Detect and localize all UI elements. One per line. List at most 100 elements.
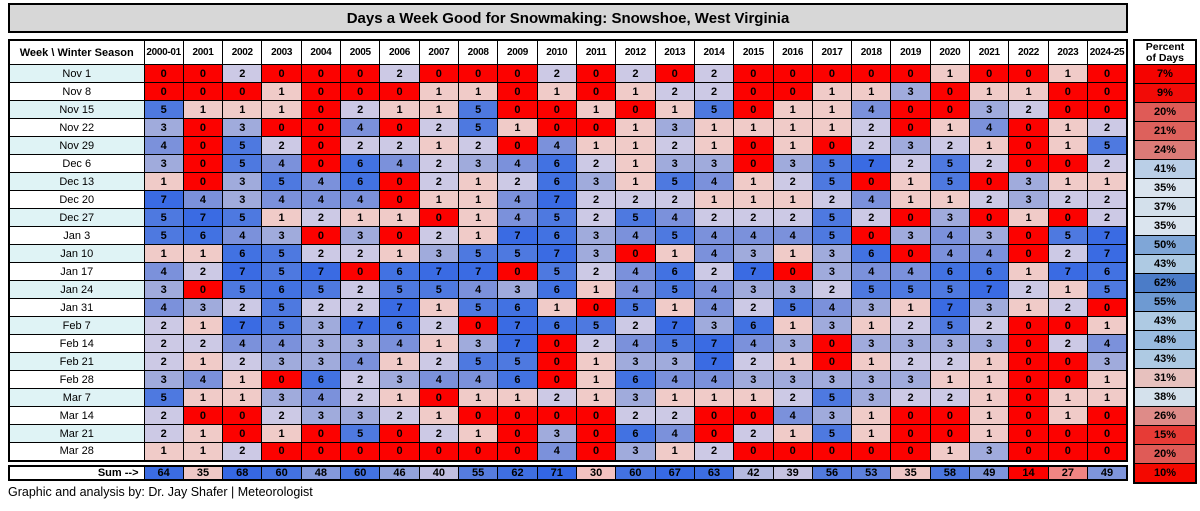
percent-cell: 43% xyxy=(1133,311,1197,331)
heatmap-row: Mar 14 2 0 0 2 3 3 2 1 0 0 0 0 2 2 0 0 4 3 1 0 0 1 0 1 0 xyxy=(8,406,1128,425)
percent-cell: 7% xyxy=(1133,64,1197,84)
heatmap-cell: 0 xyxy=(1087,406,1128,425)
heatmap-cell: 3 xyxy=(733,244,774,263)
heatmap-cell: 0 xyxy=(890,406,931,425)
heatmap-cell: 1 xyxy=(890,298,931,317)
heatmap-cell: 0 xyxy=(772,442,813,461)
heatmap-cell: 1 xyxy=(1008,82,1049,101)
heatmap-row: Jan 10 1 1 6 5 2 2 1 3 5 5 7 3 0 1 4 3 1 3 6 0 4 4 0 2 7 xyxy=(8,244,1128,263)
percent-row: 35% xyxy=(1133,178,1197,198)
heatmap-cell: 4 xyxy=(772,406,813,425)
heatmap-cell: 3 xyxy=(772,370,813,389)
heatmap-cell: 0 xyxy=(222,82,263,101)
heatmap-cell: 0 xyxy=(929,100,971,119)
percent-cell: 50% xyxy=(1133,235,1197,255)
heatmap-cell: 7 xyxy=(497,334,538,353)
week-label: Feb 14 xyxy=(8,334,145,353)
heatmap-cell: 1 xyxy=(575,388,617,407)
heatmap-cell: 0 xyxy=(1087,82,1128,101)
heatmap-cell: 1 xyxy=(733,172,774,191)
heatmap-cell: 2 xyxy=(300,244,342,263)
heatmap-cell: 1 xyxy=(654,244,695,263)
percent-cell: 43% xyxy=(1133,254,1197,274)
heatmap-cell: 1 xyxy=(615,136,656,155)
percent-cell: 35% xyxy=(1133,216,1197,236)
heatmap-cell: 7 xyxy=(1087,226,1128,245)
heatmap-cell: 4 xyxy=(615,226,656,245)
heatmap-cell: 6 xyxy=(615,424,656,443)
heatmap-cell: 5 xyxy=(457,100,499,119)
heatmap-cell: 1 xyxy=(1047,64,1089,83)
percent-row: 50% xyxy=(1133,235,1197,255)
heatmap-cell: 1 xyxy=(1087,316,1128,335)
heatmap-cell: 3 xyxy=(261,388,302,407)
heatmap-cell: 0 xyxy=(300,154,342,173)
season-header: 2005 xyxy=(340,39,381,65)
heatmap-cell: 5 xyxy=(693,100,735,119)
heatmap-cell: 6 xyxy=(536,172,577,191)
heatmap-cell: 3 xyxy=(300,316,342,335)
heatmap-row: Dec 13 1 0 3 5 4 6 0 2 1 2 6 3 1 5 4 1 2 5 0 1 5 0 3 1 1 xyxy=(8,172,1128,191)
percent-row: 43% xyxy=(1133,254,1197,274)
heatmap-cell: 1 xyxy=(379,352,420,371)
heatmap-cell: 2 xyxy=(418,118,460,137)
heatmap-cell: 4 xyxy=(300,190,342,209)
heatmap-cell: 1 xyxy=(969,406,1010,425)
heatmap-cell: 5 xyxy=(261,298,302,317)
heatmap-cell: 2 xyxy=(1008,100,1049,119)
heatmap-cell: 0 xyxy=(536,334,577,353)
heatmap-row: Nov 15 5 1 1 1 0 2 1 1 5 0 0 1 0 1 5 0 1 1 4 0 0 3 2 0 0 xyxy=(8,100,1128,119)
season-header: 2007 xyxy=(418,39,460,65)
heatmap-cell: 1 xyxy=(1047,136,1089,155)
heatmap-cell: 0 xyxy=(811,136,853,155)
heatmap-cell: 1 xyxy=(182,424,224,443)
heatmap-cell: 5 xyxy=(261,172,302,191)
heatmap-cell: 1 xyxy=(575,370,617,389)
page-title: Days a Week Good for Snowmaking: Snowsho… xyxy=(8,3,1128,33)
heatmap-cell: 0 xyxy=(1047,442,1089,461)
heatmap-cell: 7 xyxy=(851,154,892,173)
heatmap-cell: 0 xyxy=(261,442,302,461)
heatmap-cell: 3 xyxy=(182,298,224,317)
heatmap-cell: 0 xyxy=(693,406,735,425)
heatmap-cell: 0 xyxy=(379,424,420,443)
heatmap-cell: 1 xyxy=(969,136,1010,155)
heatmap-cell: 3 xyxy=(890,136,931,155)
heatmap-cell: 2 xyxy=(182,334,224,353)
week-label: Jan 3 xyxy=(8,226,145,245)
heatmap-cell: 1 xyxy=(457,226,499,245)
heatmap-cell: 0 xyxy=(733,406,774,425)
sum-cell: 68 xyxy=(222,465,263,481)
percent-row: 35% xyxy=(1133,216,1197,236)
heatmap-cell: 1 xyxy=(615,82,656,101)
heatmap-cell: 1 xyxy=(615,154,656,173)
sum-cell: 60 xyxy=(615,465,656,481)
season-header-row: Week \ Winter Season 2000-01 2001 2002 2003… xyxy=(8,39,1128,65)
heatmap-cell: 0 xyxy=(851,442,892,461)
heatmap-cell: 4 xyxy=(890,262,931,281)
heatmap-cell: 0 xyxy=(497,100,538,119)
heatmap-cell: 3 xyxy=(575,244,617,263)
heatmap-row: Jan 31 4 3 2 5 2 2 7 1 5 6 1 0 5 1 4 2 5 4 3 1 7 3 1 2 0 xyxy=(8,298,1128,317)
heatmap-cell: 4 xyxy=(851,100,892,119)
percent-cell: 20% xyxy=(1133,102,1197,122)
heatmap-cell: 0 xyxy=(811,64,853,83)
heatmap-cell: 2 xyxy=(300,298,342,317)
heatmap-cell: 3 xyxy=(300,334,342,353)
heatmap-cell: 1 xyxy=(340,208,381,227)
heatmap-cell: 3 xyxy=(811,370,853,389)
heatmap-cell: 0 xyxy=(340,262,381,281)
heatmap-cell: 0 xyxy=(182,136,224,155)
heatmap-cell: 3 xyxy=(654,118,695,137)
percent-cell: 24% xyxy=(1133,140,1197,160)
heatmap-cell: 0 xyxy=(811,334,853,353)
heatmap-cell: 1 xyxy=(457,82,499,101)
heatmap-cell: 3 xyxy=(261,352,302,371)
heatmap-cell: 2 xyxy=(811,280,853,299)
heatmap-cell: 2 xyxy=(693,442,735,461)
heatmap-cell: 7 xyxy=(222,316,263,335)
heatmap-cell: 1 xyxy=(379,100,420,119)
heatmap-cell: 1 xyxy=(615,118,656,137)
heatmap-cell: 0 xyxy=(379,82,420,101)
